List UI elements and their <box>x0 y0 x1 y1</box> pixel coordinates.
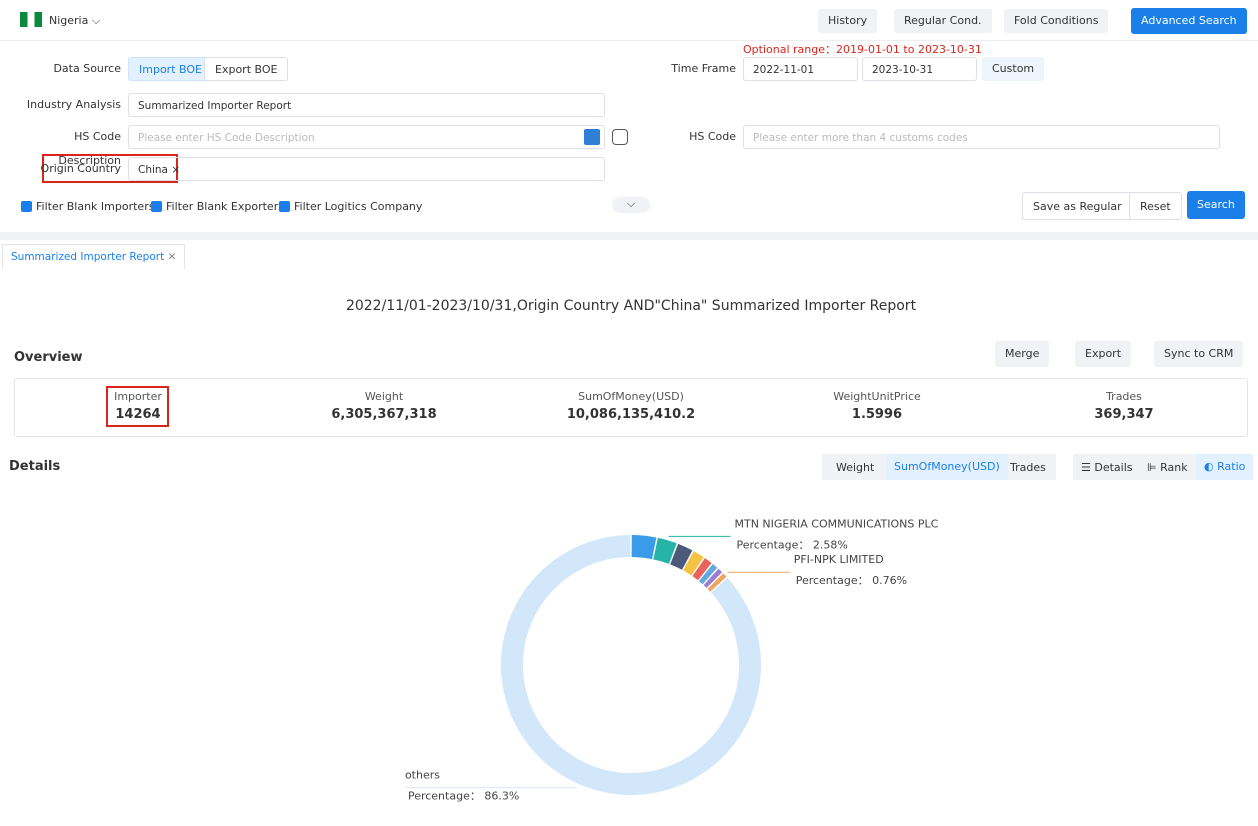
filter[interactable]: Filter Blank Exporters <box>151 200 284 213</box>
filter-label: Filter Blank Exporters <box>166 200 284 213</box>
optional-range: Optional range：2019-01-01 to 2023-10-31 <box>743 43 982 56</box>
slice-value-label: Percentage： 86.3% <box>408 790 519 803</box>
view-tab[interactable]: ☰ Details <box>1081 461 1133 474</box>
stat-label: Trades <box>1106 390 1142 403</box>
top-bar <box>0 0 1258 41</box>
tab-label: Summarized Importer Report <box>11 251 165 263</box>
start-date[interactable]: 2022-11-01 <box>743 57 858 81</box>
expand-toggle[interactable]: ⌵ <box>612 197 650 213</box>
slice <box>631 535 657 560</box>
slice <box>670 543 693 570</box>
regular-cond-button[interactable]: Regular Cond. <box>894 9 992 33</box>
label: Industry Analysis <box>26 98 121 111</box>
fold-conditions-button[interactable]: Fold Conditions <box>1004 9 1109 33</box>
stat-label: WeightUnitPrice <box>833 390 921 403</box>
end-date[interactable]: 2023-10-31 <box>862 57 977 81</box>
slice <box>683 551 704 576</box>
filter-label: Filter Logitics Company <box>294 200 423 213</box>
stat-value: 10,086,135,410.2 <box>566 407 696 422</box>
country: Nigeria <box>49 14 89 27</box>
slice-value-label: Percentage： 0.76% <box>796 574 907 587</box>
slice-label: others <box>405 769 440 782</box>
stat-value: 1.5996 <box>851 407 903 422</box>
save-regular-button[interactable]: Save as Regular <box>1022 192 1133 220</box>
stat: WeightUnitPrice 1.5996 <box>754 390 1000 422</box>
divider <box>0 232 1258 240</box>
history-button[interactable]: History <box>818 9 878 33</box>
ai-icon[interactable] <box>612 129 628 145</box>
stat-label: Weight <box>364 390 404 403</box>
advanced-search-button[interactable]: Advanced Search <box>1131 8 1247 34</box>
slice <box>698 563 718 585</box>
export-boe[interactable]: Export BOE <box>204 57 289 81</box>
flag <box>20 12 42 27</box>
slice-label: MTN NIGERIA COMMUNICATIONS PLC <box>735 517 939 530</box>
tab[interactable]: Summarized Importer Report ✕ <box>2 244 186 269</box>
slice <box>707 573 727 592</box>
metric-tab[interactable]: Weight <box>836 461 875 474</box>
filter[interactable]: Filter Blank Importers <box>21 200 154 213</box>
metric-tab[interactable]: SumOfMoney(USD) <box>886 454 1008 480</box>
stat-value: 6,305,367,318 <box>331 407 437 422</box>
section-title: Details <box>9 459 61 474</box>
industry-select[interactable]: Summarized Importer Report <box>128 93 605 117</box>
filter[interactable]: Filter Logitics Company <box>279 200 422 213</box>
metric-tab[interactable]: Trades <box>1010 461 1046 474</box>
country-select[interactable]: Nigeria ⌵ <box>49 14 101 27</box>
label: HS Code <box>689 130 736 143</box>
tag: China <box>138 164 168 176</box>
search-button[interactable]: Search <box>1187 191 1245 219</box>
origin-select[interactable]: China × <box>128 157 605 181</box>
sync-crm-button[interactable]: Sync to CRM <box>1154 341 1244 367</box>
label: Data Source <box>53 62 121 75</box>
section-title: Overview <box>14 350 83 365</box>
custom-button[interactable]: Custom <box>982 57 1045 81</box>
hs-code-input[interactable]: Please enter more than 4 customs codes <box>743 125 1220 149</box>
overview-card <box>14 378 1248 437</box>
stat: Weight 6,305,367,318 <box>261 390 507 422</box>
translate-icon[interactable] <box>584 129 600 145</box>
filter-label: Filter Blank Importers <box>36 200 155 213</box>
slice-value-label: Percentage： 2.58% <box>737 538 848 551</box>
stat: Trades 369,347 <box>1001 390 1247 422</box>
stat-label: Importer <box>114 390 162 403</box>
view-tab[interactable]: ⊫ Rank <box>1147 461 1188 474</box>
slice <box>653 537 677 564</box>
slice <box>500 535 762 795</box>
view-label: Rank <box>1160 461 1188 474</box>
merge-button[interactable]: Merge <box>995 341 1050 367</box>
label: Time Frame <box>671 62 736 75</box>
label: HS Code Description <box>58 130 121 167</box>
stat-value: 369,347 <box>1094 407 1154 422</box>
slice <box>692 558 712 581</box>
export-button[interactable]: Export <box>1075 341 1132 367</box>
hs-desc-input[interactable]: Please enter HS Code Description <box>128 125 605 149</box>
slice-label: PFI-NPK LIMITED <box>794 553 884 566</box>
view-tab[interactable]: ◐ Ratio <box>1196 454 1254 480</box>
reset-button[interactable]: Reset <box>1129 192 1182 220</box>
view-label: Ratio <box>1217 460 1246 473</box>
slice <box>703 568 723 588</box>
report-title: 2022/11/01-2023/10/31,Origin Country AND… <box>345 298 917 314</box>
stat-label: SumOfMoney(USD) <box>578 390 684 403</box>
stat: SumOfMoney(USD) 10,086,135,410.2 <box>508 390 754 422</box>
view-label: Details <box>1094 461 1133 474</box>
highlight-box <box>106 386 169 427</box>
stat-value: 14264 <box>115 407 161 422</box>
import-boe[interactable]: Import BOE <box>128 57 213 81</box>
label: Origin Country <box>40 162 121 175</box>
stat: Importer 14264 <box>15 390 261 422</box>
highlight-box <box>42 154 178 183</box>
